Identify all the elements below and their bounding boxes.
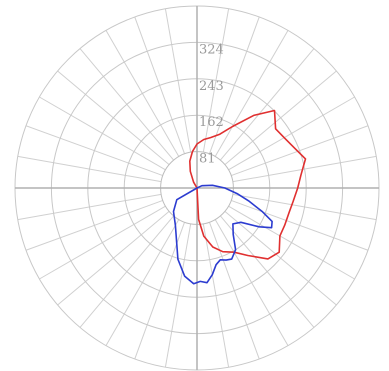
tick-label-243: 243 <box>199 79 224 94</box>
tick-label-324: 324 <box>199 42 224 57</box>
series-layer <box>172 109 307 285</box>
radial-tick-labels: 81 162 243 324 <box>199 42 224 166</box>
polar-grid <box>14 5 380 371</box>
tick-label-162: 162 <box>199 115 224 130</box>
tick-label-81: 81 <box>199 152 216 167</box>
series-2-line <box>172 184 273 285</box>
